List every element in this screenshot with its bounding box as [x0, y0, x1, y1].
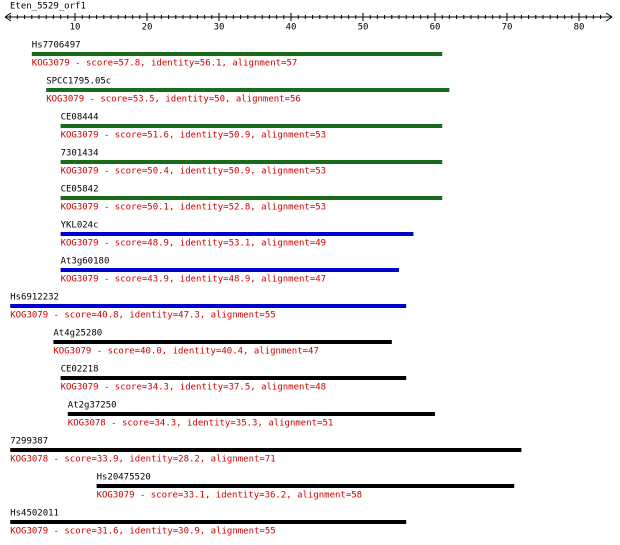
hit-name: At2g37250 — [68, 401, 117, 411]
hit-description: KOG3079 - score=50.4, identity=50.9, ali… — [61, 167, 327, 177]
hit-bar — [60, 160, 443, 164]
tick-label: 60 — [430, 23, 441, 33]
tick-label: 70 — [502, 23, 513, 33]
hit-description: KOG3079 - score=50.1, identity=52.8, ali… — [61, 203, 327, 213]
hit-name: Hs4502011 — [10, 509, 59, 519]
ruler-title: Eten_5529_orf1 — [10, 2, 86, 12]
hit-name: At4g25280 — [53, 329, 102, 339]
hit-bar — [10, 448, 522, 452]
hit-description: KOG3079 - score=57.8, identity=56.1, ali… — [32, 59, 298, 69]
hit-bar — [60, 196, 443, 200]
tick-label: 80 — [574, 23, 585, 33]
hit-bar — [60, 124, 443, 128]
hit-description: KOG3079 - score=33.1, identity=36.2, ali… — [97, 491, 363, 501]
hit-bar — [60, 376, 407, 380]
hit-description: KOG3079 - score=48.9, identity=53.1, ali… — [61, 239, 327, 249]
hit-name: At3g60180 — [61, 257, 110, 267]
hit-description: KOG3078 - score=33.9, identity=28.2, ali… — [10, 455, 276, 465]
hit-name: Hs20475520 — [97, 473, 151, 483]
tick-label: 10 — [70, 23, 81, 33]
hit-bar — [96, 484, 515, 488]
hit-name: CE08444 — [61, 113, 99, 123]
hit-bar — [10, 304, 407, 308]
hit-bar — [60, 268, 399, 272]
hit-name: SPCC1795.05c — [46, 77, 111, 87]
hit-description: KOG3079 - score=34.3, identity=37.5, ali… — [61, 383, 327, 393]
hit-description: KOG3079 - score=31.6, identity=30.9, ali… — [10, 527, 276, 537]
hit-name: Hs7706497 — [32, 41, 81, 51]
hit-description: KOG3079 - score=40.8, identity=47.3, ali… — [10, 311, 276, 321]
hit-bar — [46, 88, 450, 92]
hit-description: KOG3079 - score=51.6, identity=50.9, ali… — [61, 131, 327, 141]
hit-name: YKL024c — [61, 221, 99, 231]
hit-name: 7299387 — [10, 437, 48, 447]
hit-name: CE05842 — [61, 185, 99, 195]
hit-bar — [67, 412, 436, 416]
hit-description: KOG3079 - score=40.0, identity=40.4, ali… — [53, 347, 319, 357]
hit-bar — [10, 520, 407, 524]
hit-description: KOG3078 - score=34.3, identity=35.3, ali… — [68, 419, 334, 429]
hit-bar — [60, 232, 414, 236]
arrow-left — [4, 12, 12, 22]
hit-name: Hs6912232 — [10, 293, 59, 303]
hit-description: KOG3079 - score=43.9, identity=48.9, ali… — [61, 275, 327, 285]
tick-label: 40 — [286, 23, 297, 33]
tick-label: 50 — [358, 23, 369, 33]
hit-bar — [53, 340, 392, 344]
hit-description: KOG3079 - score=53.5, identity=50, align… — [46, 95, 301, 105]
hit-name: CE02218 — [61, 365, 99, 375]
hit-bar — [31, 52, 443, 56]
tick-label: 20 — [142, 23, 153, 33]
arrow-right — [605, 12, 613, 22]
hit-name: 7301434 — [61, 149, 99, 159]
tick-label: 30 — [214, 23, 225, 33]
